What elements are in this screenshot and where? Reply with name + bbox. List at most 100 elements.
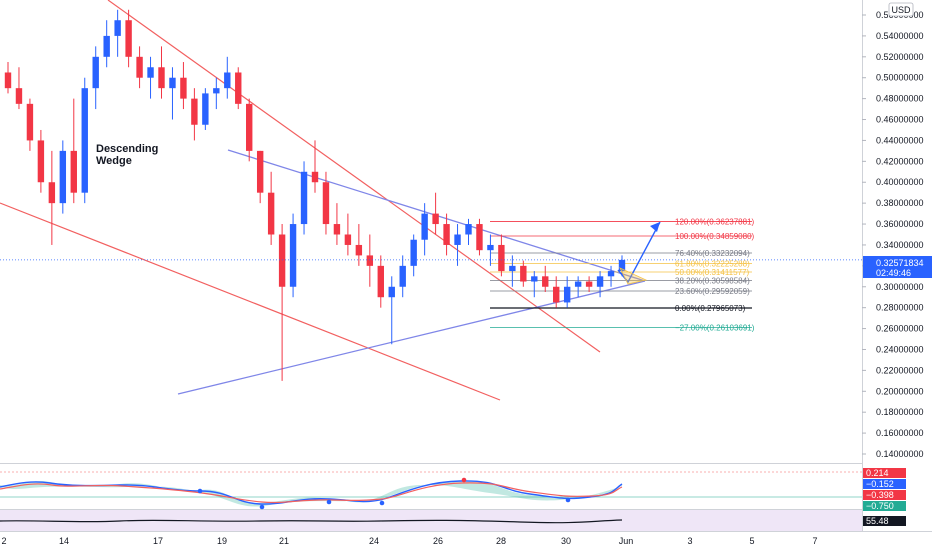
currency-badge-label: USD [891, 5, 911, 15]
oscillator-value-tag [863, 479, 906, 489]
price-tick-label: 0.22000000 [876, 365, 924, 375]
signal-dot [197, 488, 203, 494]
rsi-value-tag [863, 516, 906, 526]
fib-level-label: 100.00%(0.34859080) [675, 232, 755, 241]
arrow-icon [650, 222, 660, 232]
candle-body [169, 77, 176, 89]
fib-level-label: 38.20%(0.30598584) [675, 277, 750, 286]
price-tick-label: 0.46000000 [876, 115, 924, 125]
date-tick-label: 5 [749, 536, 754, 546]
fib-level-label: 50.00%(0.31411577) [675, 268, 749, 277]
price-tick-label: 0.48000000 [876, 94, 924, 104]
oscillator-value: 0.214 [866, 468, 889, 478]
candle-body [37, 140, 45, 183]
fib-level-label: 0.00%(0.27965073) [675, 304, 746, 313]
candle-body [553, 286, 560, 303]
candle-body [267, 192, 275, 235]
oscillator-value: −0.152 [866, 479, 894, 489]
date-tick-label: 24 [369, 536, 379, 546]
date-tick-label: 14 [59, 536, 69, 546]
date-tick-label: 17 [153, 536, 163, 546]
candle-body [355, 244, 363, 256]
annotation-line1: Descending [96, 143, 158, 155]
date-tick-label: 28 [496, 536, 506, 546]
price-tick-label: 0.42000000 [876, 156, 924, 166]
candle-body [542, 276, 549, 287]
candle-body [256, 150, 264, 193]
date-tick-label: 21 [279, 536, 289, 546]
candle-body [125, 20, 132, 57]
rsi-line [0, 519, 623, 524]
candle-body [213, 88, 220, 94]
candle-body [366, 255, 374, 266]
candle-body [289, 224, 297, 287]
projection-path [617, 221, 661, 285]
price-tick-label: 0.30000000 [876, 282, 924, 292]
price-tick-label: 0.44000000 [876, 135, 924, 145]
oscillator-value-tag [863, 468, 906, 478]
wedge-upper-line [107, 0, 601, 353]
candle-body [246, 103, 253, 151]
fib-level-label: −27.00%(0.26103691) [675, 323, 755, 332]
current-price-value: 0.32571834 [876, 258, 924, 268]
candle-body [563, 286, 571, 303]
candle-body [421, 213, 428, 240]
candle-body [136, 56, 143, 78]
fibonacci-levels: 120.00%(0.36237881) 100.00%(0.34859080) 76… [490, 218, 755, 332]
candles [4, 9, 626, 381]
price-tick-label: 0.16000000 [876, 428, 924, 438]
price-tick-label: 0.18000000 [876, 407, 924, 417]
candle-body [443, 224, 450, 245]
date-tick-label: 2 [1, 536, 6, 546]
signal-dot [379, 500, 385, 506]
candle-body [4, 72, 12, 89]
candle-body [377, 265, 384, 298]
rsi-value: 55.48 [866, 516, 889, 526]
candle-body [607, 271, 615, 277]
candle-body [15, 88, 23, 104]
price-tick-label: 0.20000000 [876, 386, 924, 396]
price-tick-label: 0.14000000 [876, 449, 924, 459]
candle-body [48, 182, 56, 204]
descending-wedge [0, 0, 601, 401]
oscillator-value-tag [863, 490, 906, 500]
candle-body [26, 103, 34, 141]
candle-body [114, 20, 121, 36]
date-tick-label: 30 [561, 536, 571, 546]
candle-body [81, 88, 88, 193]
candle-body [191, 98, 198, 125]
candle-body [487, 244, 494, 251]
price-axis: 0.560000000.540000000.520000000.50000000… [862, 10, 924, 459]
candle-body [388, 286, 395, 298]
candle-body [618, 259, 626, 272]
signal-dot [326, 499, 332, 505]
signal-dot [565, 497, 571, 503]
currency-badge[interactable] [888, 2, 914, 17]
candle-body [311, 171, 319, 183]
candle-body [344, 234, 352, 245]
candle-body [147, 67, 154, 78]
candle-body [476, 224, 483, 251]
current-price-tag [863, 256, 932, 278]
candle-body [70, 150, 77, 193]
oscillator-values: 0.214−0.152−0.398−0.750 [863, 468, 906, 511]
candle-body [300, 171, 308, 225]
candle-body [410, 239, 417, 266]
price-tick-label: 0.52000000 [876, 52, 924, 62]
oscillator-value-tag [863, 501, 906, 511]
candle-body [59, 150, 67, 204]
date-axis: 2 14 17 19 21 24 26 28 30 Jun 3 5 7 [1, 536, 817, 546]
signal-dot [461, 477, 467, 483]
candle-body [333, 224, 341, 235]
rsi-values: 55.48 [863, 516, 906, 526]
candle-body [585, 281, 593, 287]
candle-body [531, 276, 538, 282]
price-tick-label: 0.36000000 [876, 219, 924, 229]
candle-body [322, 182, 330, 225]
signal-dot [259, 504, 265, 510]
price-tick-label: 0.38000000 [876, 198, 924, 208]
date-tick-label: 19 [217, 536, 227, 546]
price-tick-label: 0.26000000 [876, 324, 924, 334]
